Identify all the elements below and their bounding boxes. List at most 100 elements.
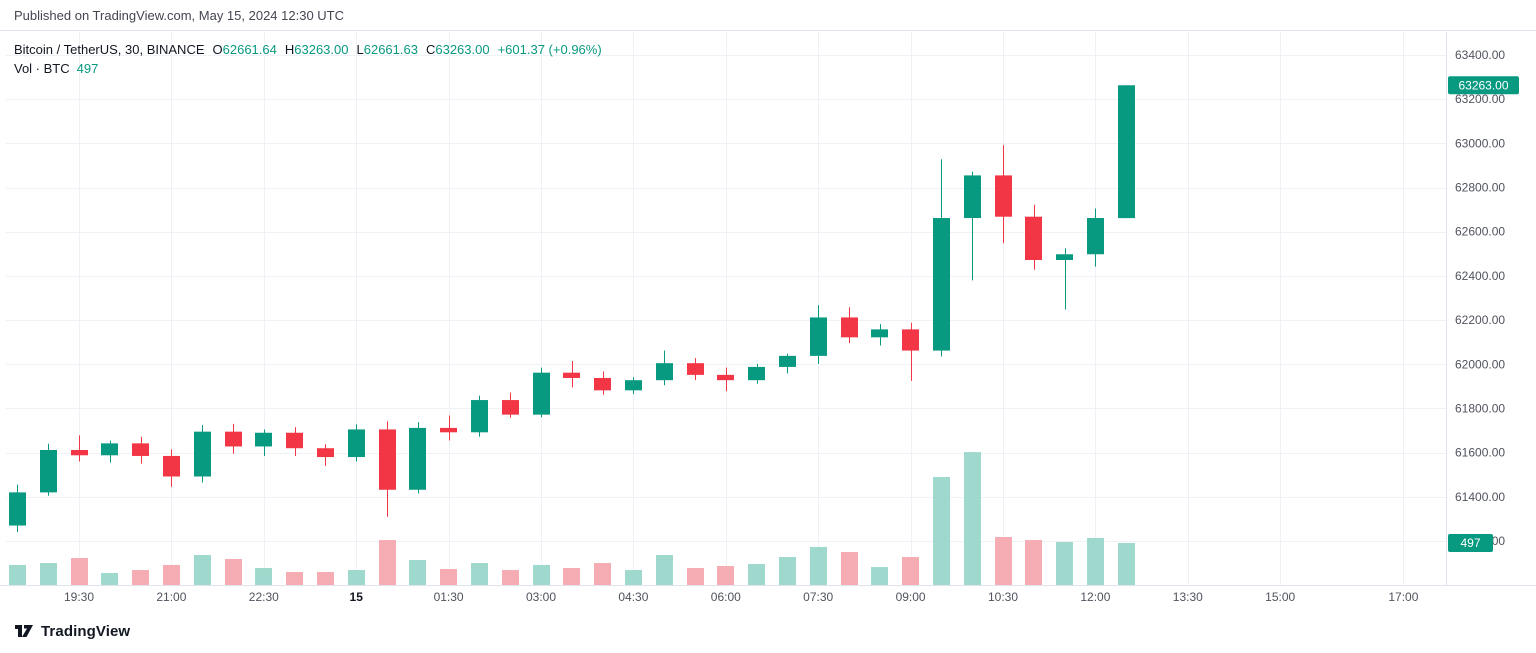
candle-body xyxy=(625,380,642,391)
candle-body xyxy=(9,492,26,526)
candle-body xyxy=(101,443,118,456)
low-label: L xyxy=(356,42,364,57)
price-axis-label[interactable]: 61400.00 xyxy=(1455,490,1505,504)
candle-body xyxy=(1118,85,1135,219)
volume-bar xyxy=(533,564,550,585)
time-axis-label[interactable]: 03:00 xyxy=(526,590,556,604)
volume-bar xyxy=(317,571,334,585)
price-axis-label[interactable]: 63200.00 xyxy=(1455,92,1505,106)
candle-body xyxy=(871,329,888,338)
volume-bar xyxy=(563,568,580,585)
open-value: 62661.64 xyxy=(222,42,277,57)
published-bar: Published on TradingView.com, May 15, 20… xyxy=(0,0,1536,31)
volume-bar xyxy=(255,568,272,585)
volume-bar xyxy=(779,557,796,585)
legend-row-volume: Vol · BTC 497 xyxy=(14,59,602,78)
candle-body xyxy=(1025,216,1042,261)
time-axis-label[interactable]: 21:00 xyxy=(156,590,186,604)
candle-body xyxy=(40,449,57,493)
candle-body xyxy=(379,429,396,490)
candle-body xyxy=(810,317,827,356)
volume-bar xyxy=(225,558,242,585)
price-axis-label[interactable]: 63400.00 xyxy=(1455,48,1505,62)
volume-bar xyxy=(594,563,611,585)
volume-bar xyxy=(40,563,57,585)
price-axis-label[interactable]: 62400.00 xyxy=(1455,269,1505,283)
candle-body xyxy=(1056,254,1073,261)
close-value: 63263.00 xyxy=(435,42,490,57)
candle-body xyxy=(902,329,919,351)
candle-body xyxy=(255,432,272,447)
candle-body xyxy=(317,448,334,458)
volume-badge xyxy=(1448,534,1493,552)
time-axis-label[interactable]: 17:00 xyxy=(1388,590,1418,604)
price-axis-label[interactable]: 62200.00 xyxy=(1455,313,1505,327)
volume-badge-text: 497 xyxy=(1460,536,1480,550)
close-pair: C63263.00 xyxy=(426,40,490,59)
volume-bar xyxy=(625,570,642,585)
time-axis-label[interactable]: 15 xyxy=(350,590,364,604)
time-axis-label[interactable]: 09:00 xyxy=(896,590,926,604)
candle-body xyxy=(656,363,673,381)
candle-body xyxy=(225,431,242,447)
time-axis-label[interactable]: 06:00 xyxy=(711,590,741,604)
candle-body xyxy=(933,218,950,351)
tradingview-logo-icon xyxy=(15,625,33,637)
candle-body xyxy=(71,449,88,456)
candle-body xyxy=(717,374,734,381)
candle-body xyxy=(563,372,580,378)
time-axis-label[interactable]: 04:30 xyxy=(618,590,648,604)
volume-bar xyxy=(502,570,519,585)
time-axis-label[interactable]: 15:00 xyxy=(1265,590,1295,604)
candle-body xyxy=(502,400,519,415)
volume-bar xyxy=(9,564,26,585)
candle-body xyxy=(533,372,550,415)
candle-body xyxy=(286,432,303,449)
time-axis-label[interactable]: 01:30 xyxy=(434,590,464,604)
tradingview-logo-text: TradingView xyxy=(41,622,131,640)
volume-bar xyxy=(379,540,396,585)
candle-body xyxy=(1087,218,1104,255)
volume-value: 497 xyxy=(76,61,99,76)
candle-body xyxy=(748,366,765,381)
volume-bar xyxy=(1025,540,1042,585)
price-axis-label[interactable]: 62600.00 xyxy=(1455,225,1505,239)
candle-body xyxy=(348,429,365,458)
last-price-badge-text: 63263.00 xyxy=(1458,78,1508,92)
time-axis-label[interactable]: 07:30 xyxy=(803,590,833,604)
price-axis-label[interactable]: 62800.00 xyxy=(1455,181,1505,195)
volume-bar xyxy=(286,571,303,585)
time-axis-label[interactable]: 22:30 xyxy=(249,590,279,604)
time-axis-label[interactable]: 10:30 xyxy=(988,590,1018,604)
candle-body xyxy=(194,431,211,477)
price-axis-label[interactable]: 62000.00 xyxy=(1455,357,1505,371)
symbol-title[interactable]: Bitcoin / TetherUS, 30, BINANCE xyxy=(14,42,205,57)
volume-bar xyxy=(902,557,919,585)
candle-body xyxy=(841,317,858,338)
volume-bar xyxy=(687,568,704,585)
tradingview-logo[interactable]: TradingView xyxy=(14,622,130,640)
time-axis-label[interactable]: 19:30 xyxy=(64,590,94,604)
volume-label: Vol · BTC xyxy=(14,61,70,76)
open-pair: O62661.64 xyxy=(213,40,277,59)
price-axis-label[interactable]: 63000.00 xyxy=(1455,136,1505,150)
time-axis-label[interactable]: 12:00 xyxy=(1080,590,1110,604)
high-value: 63263.00 xyxy=(294,42,349,57)
volume-bar xyxy=(656,555,673,585)
last-price-badge xyxy=(1448,76,1519,95)
candle-body xyxy=(471,400,488,433)
volume-bar xyxy=(717,565,734,585)
candle-body xyxy=(132,443,149,456)
candle-body xyxy=(995,175,1012,217)
price-axis-label[interactable]: 61800.00 xyxy=(1455,401,1505,415)
volume-bar xyxy=(348,570,365,585)
volume-bar xyxy=(933,477,950,585)
volume-bar xyxy=(409,559,426,585)
volume-bar xyxy=(1087,538,1104,585)
low-pair: L62661.63 xyxy=(357,40,418,59)
candle-body xyxy=(964,175,981,219)
price-axis-label[interactable]: 61600.00 xyxy=(1455,446,1505,460)
change-value: +601.37 (+0.96%) xyxy=(497,42,602,57)
time-axis-label[interactable]: 13:30 xyxy=(1173,590,1203,604)
